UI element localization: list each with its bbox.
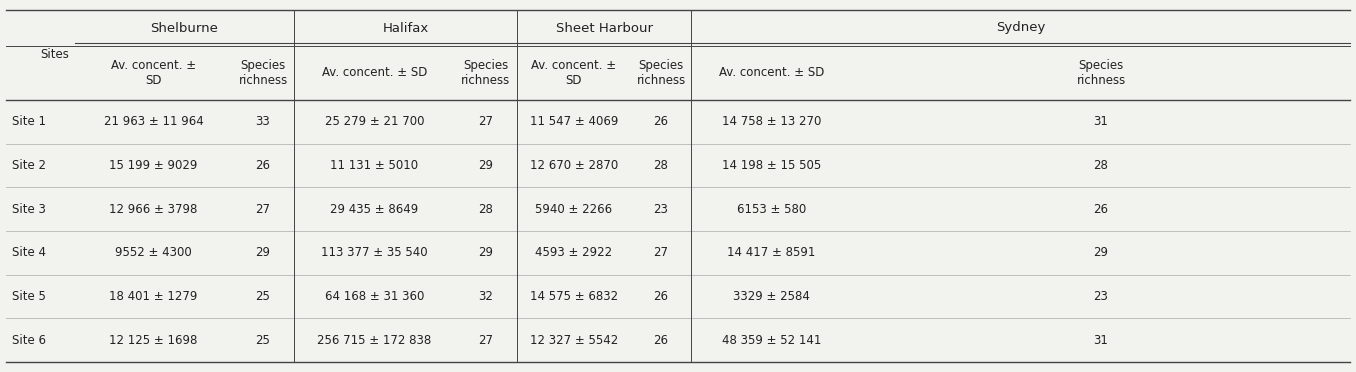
Text: 26: 26 [654,115,669,128]
Text: 12 966 ± 3798: 12 966 ± 3798 [110,203,198,216]
Text: 48 359 ± 52 141: 48 359 ± 52 141 [721,334,822,347]
Text: 11 131 ± 5010: 11 131 ± 5010 [331,159,419,172]
Text: Species
richness: Species richness [1077,59,1125,87]
Text: Av. concent. ±
SD: Av. concent. ± SD [532,59,617,87]
Text: 27: 27 [479,115,494,128]
Text: 26: 26 [654,290,669,303]
Text: 25: 25 [255,290,270,303]
Text: 29: 29 [479,159,494,172]
Text: 9552 ± 4300: 9552 ± 4300 [115,246,193,259]
Text: 14 575 ± 6832: 14 575 ± 6832 [530,290,618,303]
Text: 31: 31 [1093,334,1108,347]
Text: Sydney: Sydney [995,22,1045,35]
Text: Species
richness: Species richness [636,59,686,87]
Text: 3329 ± 2584: 3329 ± 2584 [734,290,810,303]
Text: 26: 26 [654,334,669,347]
Text: Av. concent. ± SD: Av. concent. ± SD [719,67,824,80]
Text: 25 279 ± 21 700: 25 279 ± 21 700 [324,115,424,128]
Text: 5940 ± 2266: 5940 ± 2266 [536,203,613,216]
Text: Site 5: Site 5 [12,290,46,303]
Text: Sites: Sites [41,48,69,61]
Text: 14 758 ± 13 270: 14 758 ± 13 270 [721,115,822,128]
Text: 15 199 ± 9029: 15 199 ± 9029 [110,159,198,172]
Text: 23: 23 [654,203,669,216]
Text: 11 547 ± 4069: 11 547 ± 4069 [530,115,618,128]
Text: 26: 26 [255,159,270,172]
Text: Site 2: Site 2 [12,159,46,172]
Text: 14 417 ± 8591: 14 417 ± 8591 [727,246,816,259]
Text: Av. concent. ±
SD: Av. concent. ± SD [111,59,197,87]
Text: 4593 ± 2922: 4593 ± 2922 [536,246,613,259]
Text: 14 198 ± 15 505: 14 198 ± 15 505 [721,159,822,172]
Text: 21 963 ± 11 964: 21 963 ± 11 964 [103,115,203,128]
Text: 29: 29 [1093,246,1108,259]
Text: Site 3: Site 3 [12,203,46,216]
Text: 256 715 ± 172 838: 256 715 ± 172 838 [317,334,431,347]
Text: 33: 33 [256,115,270,128]
Text: 25: 25 [255,334,270,347]
Text: 32: 32 [479,290,494,303]
Text: 18 401 ± 1279: 18 401 ± 1279 [110,290,198,303]
Text: 28: 28 [654,159,669,172]
Text: Species
richness: Species richness [461,59,511,87]
Text: 27: 27 [654,246,669,259]
Text: Site 4: Site 4 [12,246,46,259]
Text: Species
richness: Species richness [239,59,287,87]
Text: Site 6: Site 6 [12,334,46,347]
Text: 29: 29 [479,246,494,259]
Text: Shelburne: Shelburne [151,22,218,35]
Text: 31: 31 [1093,115,1108,128]
Text: 27: 27 [255,203,270,216]
Text: Halifax: Halifax [382,22,428,35]
Text: 6153 ± 580: 6153 ± 580 [736,203,805,216]
Text: 12 327 ± 5542: 12 327 ± 5542 [530,334,618,347]
Text: 64 168 ± 31 360: 64 168 ± 31 360 [325,290,424,303]
Text: 23: 23 [1093,290,1108,303]
Text: 12 125 ± 1698: 12 125 ± 1698 [110,334,198,347]
Text: Av. concent. ± SD: Av. concent. ± SD [321,67,427,80]
Text: 27: 27 [479,334,494,347]
Text: 28: 28 [1093,159,1108,172]
Text: Site 1: Site 1 [12,115,46,128]
Text: 12 670 ± 2870: 12 670 ± 2870 [530,159,618,172]
Text: 113 377 ± 35 540: 113 377 ± 35 540 [321,246,427,259]
Text: 29: 29 [255,246,270,259]
Text: 26: 26 [1093,203,1108,216]
Text: 29 435 ± 8649: 29 435 ± 8649 [331,203,419,216]
Text: 28: 28 [479,203,494,216]
Text: Sheet Harbour: Sheet Harbour [556,22,652,35]
